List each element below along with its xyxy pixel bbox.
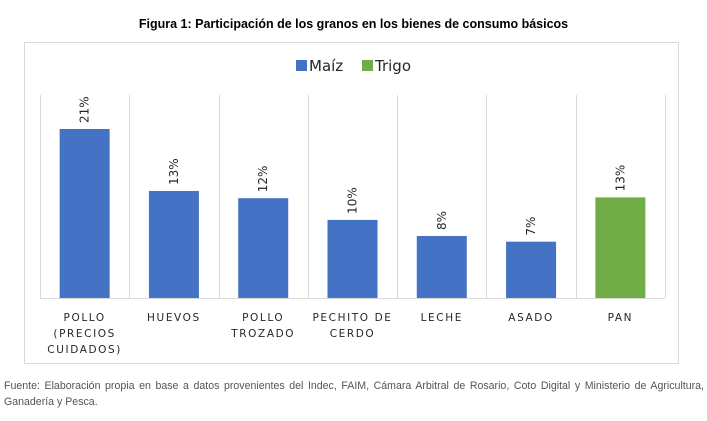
legend: Maíz Trigo: [296, 57, 411, 75]
legend-item-maiz: Maíz: [296, 57, 343, 75]
x-axis-labels: POLLO (PRECIOS CUIDADOS) HUEVOS POLLO TROZADO…: [47, 312, 634, 356]
bars: [59, 129, 646, 298]
category-label: POLLO (PRECIOS CUIDADOS): [47, 312, 122, 356]
data-label: 21%: [78, 96, 92, 123]
data-labels: 21% 13% 12% 10% 8% 7% 13%: [78, 96, 628, 235]
bar-huevos: [148, 190, 199, 298]
figure-title: Figura 1: Participación de los granos en…: [138, 17, 569, 31]
bar-leche: [416, 236, 467, 298]
legend-swatch: [362, 60, 373, 71]
data-label: 13%: [613, 165, 627, 192]
category-label: ASADO: [508, 312, 554, 324]
bar-pollo-precios-cuidados: [59, 129, 110, 298]
category-label: PAN: [608, 312, 634, 324]
bar-pollo-trozado: [238, 198, 289, 298]
category-label: POLLO TROZADO: [230, 312, 295, 340]
legend-label: Trigo: [374, 57, 411, 75]
gridlines: [40, 95, 666, 299]
source-footnote: Fuente: Elaboración propia en base a dat…: [4, 380, 704, 408]
category-label: LECHE: [421, 312, 463, 324]
data-label: 7%: [524, 217, 538, 236]
legend-swatch: [296, 60, 307, 71]
legend-item-trigo: Trigo: [362, 57, 411, 75]
data-label: 12%: [256, 166, 270, 193]
legend-label: Maíz: [309, 57, 343, 75]
chart-area: [24, 42, 679, 364]
bar-asado: [506, 241, 557, 298]
data-label: 8%: [435, 211, 449, 230]
category-label: HUEVOS: [147, 312, 201, 324]
data-label: 13%: [167, 158, 181, 185]
data-label: 10%: [346, 187, 360, 214]
category-label: PECHITO DE CERDO: [312, 312, 392, 340]
bar-pan: [595, 197, 646, 298]
bar-pechito-de-cerdo: [327, 219, 378, 298]
